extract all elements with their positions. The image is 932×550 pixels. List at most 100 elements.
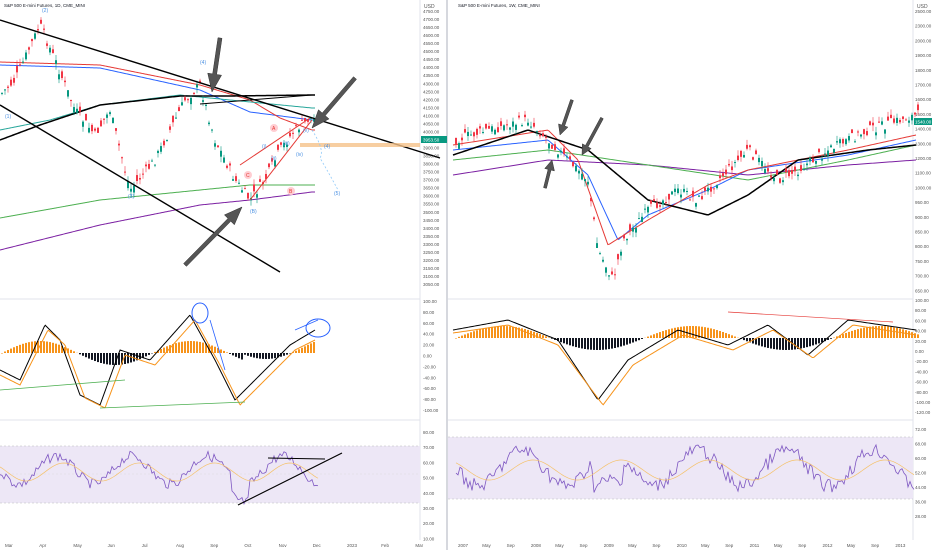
left-candle — [121, 157, 123, 159]
left-macd-bar — [109, 353, 111, 365]
right-candle — [482, 131, 484, 133]
right-candle — [818, 148, 820, 153]
left-candle — [304, 117, 306, 121]
right-candle — [710, 186, 712, 192]
right-candle — [644, 208, 646, 210]
right-macd-bar — [632, 338, 634, 343]
left-candle — [106, 114, 108, 118]
right-candle — [848, 136, 850, 141]
left-month-tick: Mar — [415, 543, 423, 548]
right-macd-bar — [797, 338, 799, 350]
right-macd-bar — [590, 338, 592, 350]
left-chart[interactable]: 4750.00 4700.00 4650.00 4600.00 4550.00 4500.… — [0, 0, 448, 550]
left-price-tick: 4000.00 — [423, 129, 440, 134]
left-macd-bar — [85, 353, 87, 358]
right-macd-tick: -120.00 — [915, 410, 931, 415]
left-candle — [313, 118, 315, 122]
left-price-tick: 3600.00 — [423, 194, 440, 199]
right-macd-bar — [695, 326, 697, 338]
left-wave-label: (3) — [128, 194, 134, 200]
right-macd-bar — [674, 327, 676, 338]
right-macd-bar — [713, 329, 715, 338]
right-arrow-3 — [543, 159, 555, 189]
left-candle — [181, 102, 183, 106]
left-price-tick: 4450.00 — [423, 57, 440, 62]
left-price-tick: 4550.00 — [423, 41, 440, 46]
left-macd-bar — [217, 348, 219, 353]
right-candle — [746, 144, 748, 149]
right-candle — [713, 188, 715, 190]
right-macd-bar — [821, 338, 823, 343]
right-candle — [542, 133, 544, 137]
right-candle — [887, 116, 889, 121]
right-price-tick: 1300.00 — [915, 141, 932, 146]
left-macd-bar — [307, 344, 309, 353]
right-candle — [527, 122, 529, 126]
right-macd-bar — [917, 334, 919, 338]
left-wave-label: (1) — [5, 114, 11, 120]
right-candle — [578, 170, 580, 174]
right-candle — [830, 145, 832, 148]
left-ma-blue — [0, 64, 315, 121]
left-price-tick: 4200.00 — [423, 97, 440, 102]
right-macd-bar — [656, 333, 658, 338]
right-candle — [698, 195, 700, 197]
left-macd-bar — [277, 353, 279, 358]
left-price-tick: 4750.00 — [423, 9, 440, 14]
right-macd-bar — [521, 328, 523, 338]
right-candle — [620, 251, 622, 256]
right-candle — [692, 190, 694, 197]
left-macd-bar — [112, 353, 114, 365]
left-candle — [166, 139, 168, 141]
right-candle — [779, 178, 781, 183]
left-rsi-band — [0, 446, 420, 503]
left-wave-label: (ii) — [271, 156, 277, 162]
left-macd-bar — [187, 341, 189, 353]
right-candle — [491, 126, 493, 132]
right-macd-bar — [686, 326, 688, 338]
left-macd-bar — [301, 347, 303, 353]
left-candle — [187, 99, 189, 101]
right-candle — [659, 205, 661, 207]
right-candle — [599, 253, 601, 255]
right-chart[interactable]: 2500.00 2300.00 2000.00 1900.00 1800.00 1700.… — [448, 0, 932, 550]
right-macd-bar — [455, 338, 457, 339]
left-candle — [133, 185, 135, 193]
right-candle — [863, 129, 865, 135]
right-macd-bar — [566, 338, 568, 345]
left-candle — [217, 145, 219, 148]
right-candle — [749, 145, 751, 148]
left-macd-bar — [100, 353, 102, 363]
right-candle — [530, 126, 532, 128]
left-candle — [271, 158, 273, 162]
right-macd-bar — [506, 326, 508, 338]
right-candle — [893, 118, 895, 123]
left-macd-bar — [280, 353, 282, 357]
left-macd-bar — [154, 351, 156, 353]
right-macd-bar — [692, 326, 694, 338]
left-candle — [175, 117, 177, 119]
right-macd-bar — [890, 326, 892, 338]
right-macd-bar — [851, 330, 853, 338]
right-candle — [503, 125, 505, 131]
right-candle — [737, 155, 739, 161]
right-candle — [791, 170, 793, 174]
left-wave-label: (i) — [262, 144, 267, 150]
left-macd-bar — [13, 347, 15, 353]
left-macd-tick: 40.00 — [423, 332, 435, 337]
left-price-tick: 3450.00 — [423, 218, 440, 223]
right-rsi-tick: 52.00 — [915, 471, 927, 476]
right-price-tick: 2300.00 — [915, 24, 932, 29]
left-candle — [277, 144, 279, 150]
right-macd-bar — [680, 326, 682, 338]
right-candle — [497, 127, 499, 133]
left-macd-bar — [73, 351, 75, 353]
right-macd-bar — [458, 336, 460, 338]
left-candle — [259, 179, 261, 182]
left-macd-bar — [271, 353, 273, 359]
left-candle — [184, 97, 186, 101]
left-macd-bar — [241, 353, 243, 360]
right-candle — [506, 124, 508, 126]
left-candle — [265, 173, 267, 179]
left-month-tick: Feb — [381, 543, 389, 548]
